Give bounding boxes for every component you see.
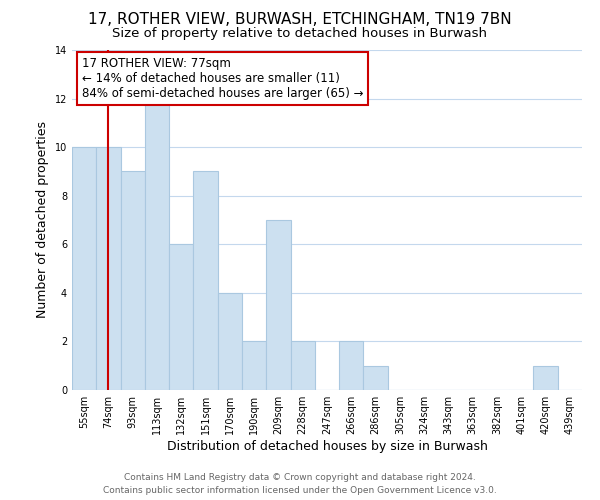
Text: 17, ROTHER VIEW, BURWASH, ETCHINGHAM, TN19 7BN: 17, ROTHER VIEW, BURWASH, ETCHINGHAM, TN… (88, 12, 512, 28)
Bar (96, 147, 121, 390)
Y-axis label: Number of detached properties: Number of detached properties (36, 122, 49, 318)
X-axis label: Distribution of detached houses by size in Burwash: Distribution of detached houses by size … (167, 440, 487, 453)
Bar (533, 366, 558, 390)
Bar (290, 342, 315, 390)
Bar (364, 366, 388, 390)
Bar (339, 342, 364, 390)
Bar (193, 172, 218, 390)
Bar (121, 172, 145, 390)
Bar (242, 342, 266, 390)
Bar (145, 98, 169, 390)
Bar (169, 244, 193, 390)
Text: Contains HM Land Registry data © Crown copyright and database right 2024.
Contai: Contains HM Land Registry data © Crown c… (103, 473, 497, 495)
Bar (218, 293, 242, 390)
Text: 17 ROTHER VIEW: 77sqm
← 14% of detached houses are smaller (11)
84% of semi-deta: 17 ROTHER VIEW: 77sqm ← 14% of detached … (82, 57, 364, 100)
Bar (266, 220, 290, 390)
Bar (72, 147, 96, 390)
Text: Size of property relative to detached houses in Burwash: Size of property relative to detached ho… (113, 28, 487, 40)
